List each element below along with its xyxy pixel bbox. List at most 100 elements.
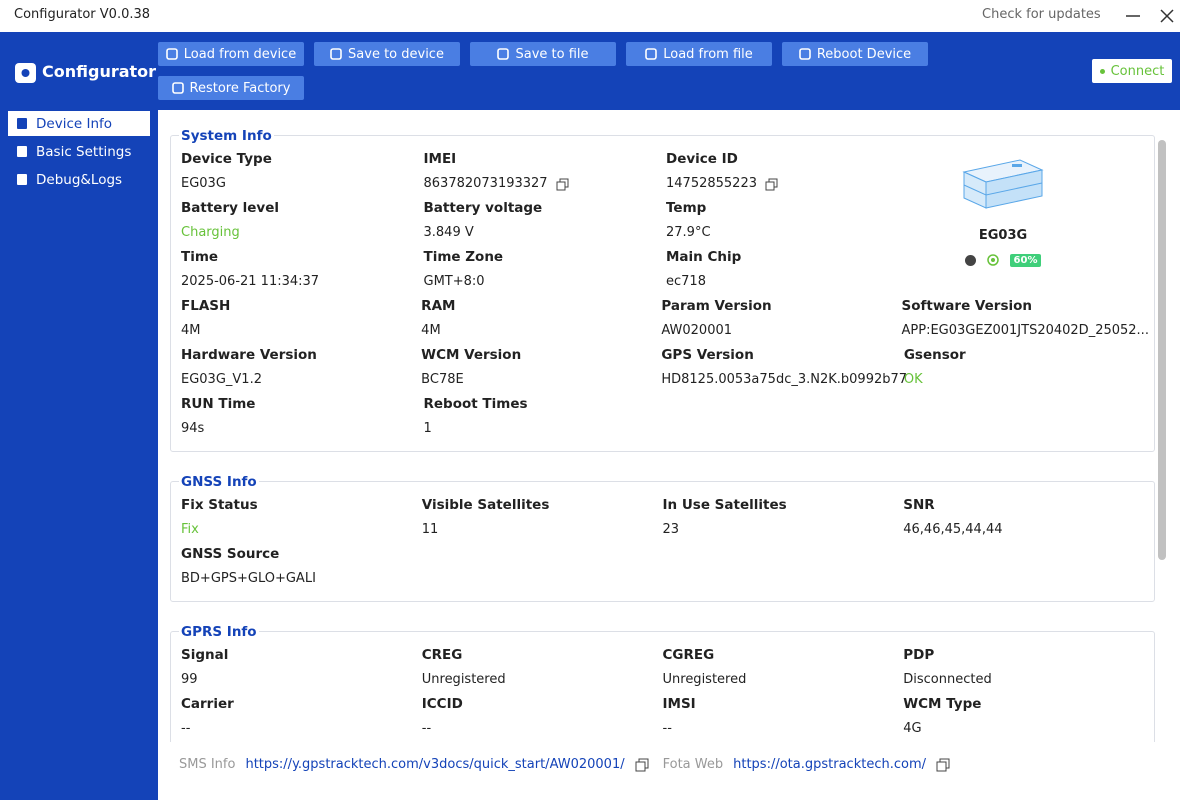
- field: Hardware Version EG03G_V1.2: [181, 345, 421, 394]
- window-title: Configurator V0.0.38: [14, 7, 151, 22]
- field: CGREG Unregistered: [663, 645, 904, 694]
- field-label: WCM Version: [421, 347, 522, 363]
- field-value: Fix: [181, 522, 199, 537]
- field: GNSS Source BD+GPS+GLO+GALI: [181, 544, 424, 593]
- button-label: Load from device: [183, 46, 297, 62]
- copy-icon[interactable]: [556, 178, 569, 191]
- toolbar-button[interactable]: Load from file: [626, 42, 772, 66]
- field-row: Carrier -- ICCID -- IMSI -- WCM Type 4G: [181, 694, 1144, 742]
- button-label: Restore Factory: [189, 80, 291, 96]
- field-value: 4M: [181, 323, 201, 338]
- field: ICCID --: [422, 694, 663, 742]
- field-label: Time Zone: [423, 249, 504, 265]
- field: RAM 4M: [421, 296, 661, 345]
- field-value: 14752855223: [666, 176, 757, 191]
- field: In Use Satellites 23: [663, 495, 904, 544]
- battery: 60%: [1009, 253, 1042, 267]
- copy-icon[interactable]: [635, 758, 649, 772]
- fota-link[interactable]: https://ota.gpstracktech.com/: [733, 757, 926, 772]
- field: Battery level Charging: [181, 198, 424, 247]
- field-value-wrap: 27.9°C: [666, 223, 909, 243]
- field-value: 23: [662, 522, 680, 537]
- field-value-wrap: Unregistered: [663, 670, 904, 690]
- nav-label: Device Info: [36, 115, 113, 132]
- brand: Configurator: [42, 62, 157, 81]
- field-row: Battery level Charging Battery voltage 3.84…: [181, 198, 1144, 247]
- field-value-wrap: 46,46,45,44,44: [903, 520, 1144, 540]
- button-label: Save to device: [348, 46, 444, 62]
- field: Visible Satellites 11: [422, 495, 663, 544]
- field: Battery voltage 3.849 V: [424, 198, 667, 247]
- sms-link[interactable]: https://y.gpstracktech.com/v3docs/quick_…: [245, 757, 625, 772]
- field: Main Chip ec718: [666, 247, 909, 296]
- field-value: --: [662, 721, 672, 736]
- nav-item[interactable]: Basic Settings: [8, 139, 150, 164]
- field-value-wrap: EG03G: [181, 174, 424, 194]
- field-value-wrap: 4M: [181, 321, 421, 341]
- field-label: Device Type: [181, 151, 272, 167]
- button-label: Save to file: [515, 46, 589, 62]
- field: WCM Type 4G: [903, 694, 1144, 742]
- toolbar-button[interactable]: Restore Factory: [158, 76, 304, 100]
- field: Param Version AW020001: [661, 296, 901, 345]
- toolbar-button[interactable]: Load from device: [158, 42, 304, 66]
- sms-label: SMS Info: [179, 757, 236, 772]
- field-value: HD8125.0053a75dc_3.N2K.b0992b77: [661, 372, 908, 387]
- field-value: 94s: [181, 421, 205, 436]
- field: Fix Status Fix: [181, 495, 422, 544]
- field-value: EG03G_V1.2: [181, 372, 262, 387]
- copy-icon[interactable]: [936, 758, 950, 772]
- field: Gsensor OK: [904, 345, 1144, 394]
- field-label: Reboot Times: [423, 396, 528, 412]
- field: Signal 99: [181, 645, 422, 694]
- brand-icon: [15, 63, 36, 83]
- scrollbar[interactable]: [1157, 126, 1167, 732]
- field-label: Temp: [666, 200, 707, 216]
- field-value: 4G: [903, 721, 922, 736]
- device-model: EG03G: [978, 228, 1028, 243]
- window-controls[interactable]: [1124, 8, 1174, 24]
- field-label: Software Version: [901, 298, 1033, 314]
- field-value: ec718: [666, 274, 706, 289]
- check-updates[interactable]: Check for updates: [982, 7, 1101, 22]
- section: System Info Device Type EG03G IMEI 863782073…: [170, 127, 1155, 452]
- field-value-wrap: HD8125.0053a75dc_3.N2K.b0992b77: [661, 370, 908, 390]
- device-image: [962, 159, 1044, 209]
- field-label: FLASH: [181, 298, 231, 314]
- field-value-wrap: Fix: [181, 520, 422, 540]
- field-value-wrap: EG03G_V1.2: [181, 370, 421, 390]
- field-row: GNSS Source BD+GPS+GLO+GALI: [181, 544, 1144, 593]
- field: PDP Disconnected: [903, 645, 1144, 694]
- field-value-wrap: 863782073193327: [424, 174, 667, 194]
- field-value: BC78E: [421, 372, 464, 387]
- field-value: Unregistered: [421, 672, 506, 687]
- section-title: GNSS Info: [179, 473, 259, 491]
- fota-label: Fota Web: [662, 757, 724, 772]
- field-value-wrap: BD+GPS+GLO+GALI: [181, 569, 424, 589]
- field-value: 27.9°C: [666, 225, 711, 240]
- field-label: WCM Type: [903, 696, 982, 712]
- field-value-wrap: Disconnected: [903, 670, 1144, 690]
- field: Temp 27.9°C: [666, 198, 909, 247]
- field-label: ICCID: [421, 696, 463, 712]
- field-value-wrap: 94s: [181, 419, 424, 439]
- field-label: Fix Status: [181, 497, 258, 513]
- toolbar-button[interactable]: Reboot Device: [782, 42, 928, 66]
- field-value: Unregistered: [662, 672, 747, 687]
- toolbar-button[interactable]: Save to device: [314, 42, 460, 66]
- field-value: GMT+8:0: [423, 274, 485, 289]
- field: Reboot Times 1: [424, 394, 667, 443]
- button-label: Reboot Device: [816, 46, 912, 62]
- field-row: Hardware Version EG03G_V1.2 WCM Version BC7…: [181, 345, 1144, 394]
- copy-icon[interactable]: [765, 178, 778, 191]
- nav-item[interactable]: Debug&Logs: [8, 167, 150, 192]
- connect-button[interactable]: Connect: [1092, 59, 1172, 83]
- section-title: GPRS Info: [179, 623, 259, 641]
- nav-label: Debug&Logs: [36, 171, 123, 188]
- field-label: Hardware Version: [181, 347, 317, 363]
- nav-item[interactable]: Device Info: [8, 111, 150, 136]
- field-label: RAM: [421, 298, 456, 314]
- field-label: Signal: [181, 647, 229, 663]
- toolbar-button[interactable]: Save to file: [470, 42, 616, 66]
- field-row: Device Type EG03G IMEI 863782073193327 Devic…: [181, 149, 1144, 198]
